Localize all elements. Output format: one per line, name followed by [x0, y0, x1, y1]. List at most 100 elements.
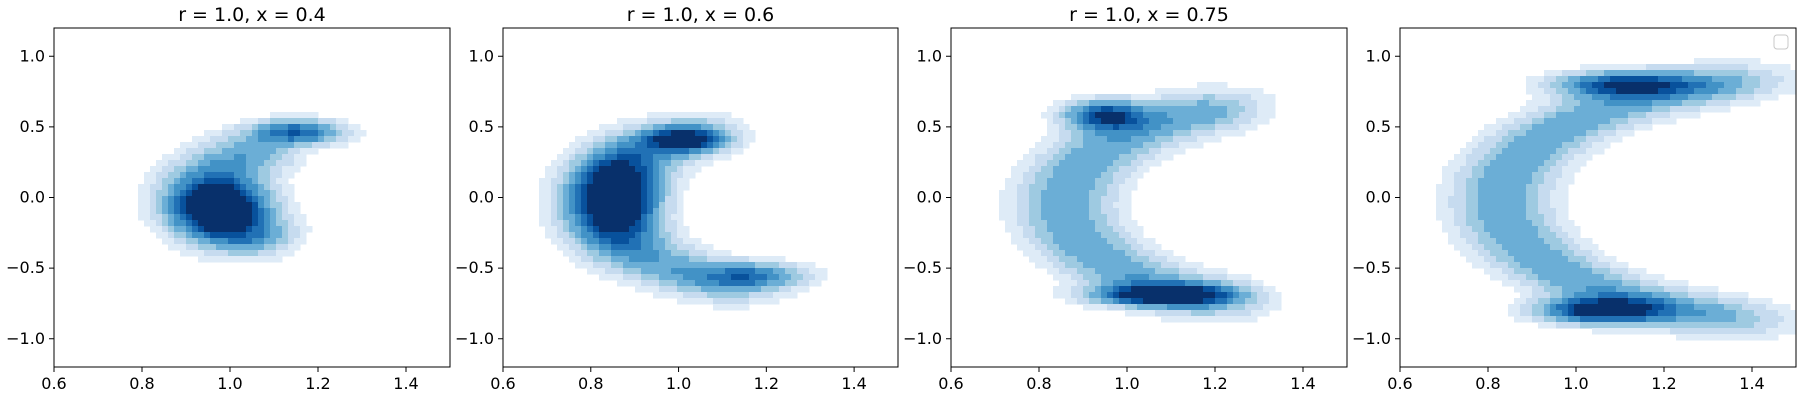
- density-cell: [551, 232, 558, 239]
- density-cell: [1652, 292, 1659, 299]
- density-cell: [1209, 100, 1216, 107]
- density-cell: [300, 124, 307, 131]
- density-cell: [1610, 70, 1617, 77]
- density-cell: [222, 160, 229, 167]
- density-cell: [246, 178, 253, 185]
- density-cell: [803, 262, 810, 269]
- density-cell: [1538, 118, 1545, 125]
- density-cell: [1778, 70, 1785, 77]
- density-cell: [599, 160, 606, 167]
- density-cell: [1173, 292, 1180, 299]
- density-cell: [551, 220, 558, 227]
- density-cell: [1598, 82, 1605, 89]
- density-cell: [1526, 262, 1533, 269]
- density-cell: [1269, 298, 1276, 305]
- density-cell: [1161, 106, 1168, 113]
- density-cell: [1077, 142, 1084, 149]
- density-cell: [1005, 202, 1012, 209]
- density-cell: [1125, 118, 1132, 125]
- density-cell: [1640, 118, 1647, 125]
- density-cell: [270, 208, 277, 215]
- density-cell: [791, 292, 798, 299]
- density-cell: [671, 184, 678, 191]
- density-cell: [1634, 304, 1641, 311]
- density-cell: [671, 142, 678, 149]
- density-cell: [1550, 322, 1557, 329]
- density-cell: [162, 226, 169, 233]
- density-cell: [671, 124, 678, 131]
- density-cell: [1616, 94, 1623, 101]
- density-cell: [1556, 220, 1563, 227]
- density-cell: [1502, 238, 1509, 245]
- density-cell: [1718, 328, 1725, 335]
- density-cell: [1562, 106, 1569, 113]
- density-cell: [1137, 148, 1144, 155]
- density-cell: [288, 160, 295, 167]
- density-cell: [1143, 166, 1150, 173]
- density-cell: [234, 154, 241, 161]
- density-cell: [1598, 136, 1605, 143]
- density-cell: [659, 166, 666, 173]
- density-cell: [1197, 136, 1204, 143]
- density-cell: [599, 268, 606, 275]
- density-cell: [701, 262, 708, 269]
- density-cell: [1197, 274, 1204, 281]
- density-cell: [1137, 274, 1144, 281]
- density-cell: [1598, 280, 1605, 287]
- density-cell: [1538, 256, 1545, 263]
- density-cell: [198, 202, 205, 209]
- density-cell: [1155, 304, 1162, 311]
- density-cell: [677, 184, 684, 191]
- density-cell: [593, 148, 600, 155]
- y-tick-label: −0.5: [6, 258, 45, 277]
- density-cell: [294, 238, 301, 245]
- density-cell: [575, 256, 582, 263]
- density-cell: [1065, 100, 1072, 107]
- density-cell: [1496, 208, 1503, 215]
- density-cell: [294, 220, 301, 227]
- density-cell: [1706, 286, 1713, 293]
- density-cell: [1041, 160, 1048, 167]
- density-cell: [1472, 190, 1479, 197]
- density-cell: [1059, 238, 1066, 245]
- density-cell: [354, 124, 361, 131]
- density-cell: [617, 184, 624, 191]
- density-cell: [1460, 196, 1467, 203]
- density-cell: [605, 184, 612, 191]
- density-cell: [1604, 100, 1611, 107]
- density-cell: [174, 166, 181, 173]
- density-cell: [1137, 298, 1144, 305]
- density-cell: [1125, 310, 1132, 317]
- density-cell: [1221, 88, 1228, 95]
- density-cell: [174, 214, 181, 221]
- density-cell: [593, 136, 600, 143]
- density-cell: [1532, 130, 1539, 137]
- density-cell: [1101, 262, 1108, 269]
- density-cell: [222, 226, 229, 233]
- density-cell: [1598, 106, 1605, 113]
- density-cell: [1436, 208, 1443, 215]
- density-cell: [1059, 268, 1066, 275]
- density-cell: [1568, 136, 1575, 143]
- density-cell: [288, 154, 295, 161]
- density-cell: [1646, 106, 1653, 113]
- density-cell: [1065, 226, 1072, 233]
- density-cell: [1502, 268, 1509, 275]
- density-cell: [1227, 286, 1234, 293]
- density-cell: [647, 220, 654, 227]
- density-cell: [1071, 274, 1078, 281]
- density-cell: [1598, 130, 1605, 137]
- density-cell: [653, 274, 660, 281]
- density-cell: [761, 280, 768, 287]
- density-cell: [1490, 250, 1497, 257]
- density-cell: [1694, 310, 1701, 317]
- density-cell: [1508, 160, 1515, 167]
- density-cell: [1257, 304, 1264, 311]
- density-cell: [1514, 136, 1521, 143]
- density-cell: [1562, 298, 1569, 305]
- density-cell: [306, 136, 313, 143]
- density-cell: [1155, 136, 1162, 143]
- density-cell: [1053, 160, 1060, 167]
- density-cell: [1173, 262, 1180, 269]
- density-cell: [1484, 250, 1491, 257]
